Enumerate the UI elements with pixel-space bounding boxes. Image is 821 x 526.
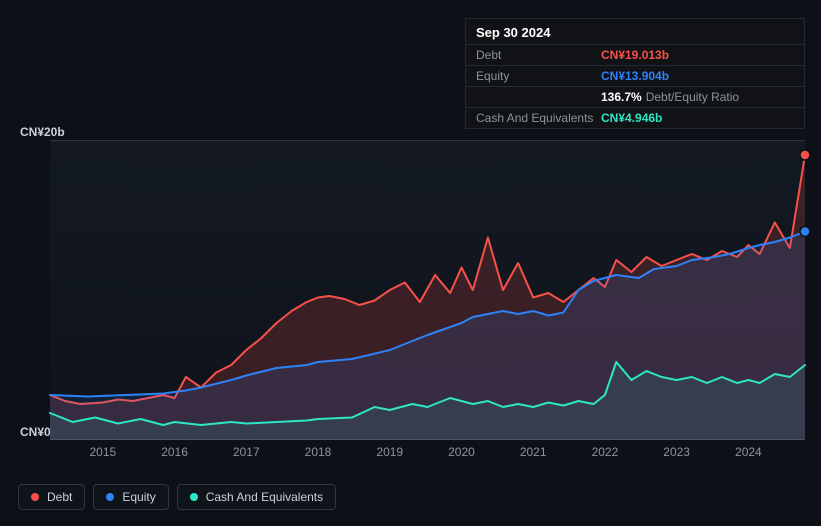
x-axis-tick: 2015 [89,445,116,459]
tooltip-row-value: CN¥13.904b [601,69,669,83]
legend-dot [31,493,39,501]
x-axis-tick: 2024 [735,445,762,459]
x-axis-tick: 2021 [520,445,547,459]
tooltip-row-value: CN¥19.013b [601,48,669,62]
x-axis-tick: 2017 [233,445,260,459]
x-axis-tick: 2018 [305,445,332,459]
x-axis-tick: 2020 [448,445,475,459]
tooltip-row: DebtCN¥19.013b [466,44,804,65]
legend-dot [190,493,198,501]
chart-legend: Debt Equity Cash And Equivalents [18,484,336,510]
legend-label: Equity [122,490,155,504]
tooltip-row-label: Equity [476,69,601,83]
chart-container: { "tooltip": { "date": "Sep 30 2024", "r… [0,0,821,526]
chart-plot-area[interactable] [50,140,805,440]
tooltip-row: 136.7% Debt/Equity Ratio [466,86,804,107]
tooltip-row: EquityCN¥13.904b [466,65,804,86]
legend-item-cash-and-equivalents[interactable]: Cash And Equivalents [177,484,336,510]
y-axis-bottom-label: CN¥0 [20,425,51,439]
tooltip-row-label: Debt [476,48,601,62]
tooltip-row-value: 136.7% [601,90,642,104]
legend-label: Cash And Equivalents [206,490,323,504]
chart-tooltip: Sep 30 2024 DebtCN¥19.013bEquityCN¥13.90… [465,18,805,129]
tooltip-row: Cash And EquivalentsCN¥4.946b [466,107,804,128]
x-axis-tick: 2023 [663,445,690,459]
tooltip-row-value: CN¥4.946b [601,111,662,125]
chart-svg [50,140,805,440]
legend-dot [106,493,114,501]
tooltip-row-label: Cash And Equivalents [476,111,601,125]
y-axis-top-label: CN¥20b [20,125,65,139]
series-end-marker-debt [800,150,810,160]
legend-item-equity[interactable]: Equity [93,484,168,510]
x-axis-tick: 2016 [161,445,188,459]
x-axis-tick: 2022 [592,445,619,459]
x-axis: 2015 2016 2017 2018 2019 2020 2021 2022 2023 2024 [50,445,805,465]
legend-item-debt[interactable]: Debt [18,484,85,510]
tooltip-row-suffix: Debt/Equity Ratio [646,90,739,104]
series-end-marker-equity [800,227,810,237]
tooltip-date: Sep 30 2024 [466,19,804,44]
legend-label: Debt [47,490,72,504]
x-axis-tick: 2019 [376,445,403,459]
